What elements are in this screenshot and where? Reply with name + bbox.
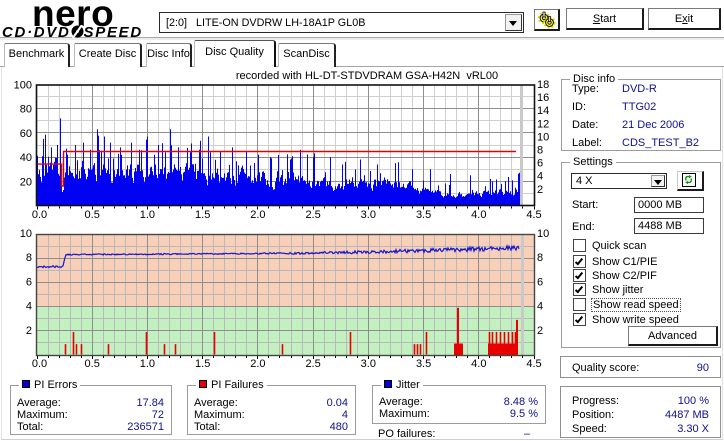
svg-text:4: 4 <box>537 301 543 313</box>
svg-text:3.0: 3.0 <box>361 358 376 370</box>
svg-text:8: 8 <box>537 145 543 157</box>
svg-text:6: 6 <box>537 276 543 288</box>
svg-text:4.0: 4.0 <box>471 209 486 221</box>
svg-text:16: 16 <box>537 92 549 104</box>
svg-text:8: 8 <box>26 252 32 264</box>
svg-text:10: 10 <box>20 228 32 240</box>
svg-text:2: 2 <box>537 184 543 196</box>
svg-text:0.0: 0.0 <box>32 209 47 221</box>
svg-text:0.0: 0.0 <box>32 358 47 370</box>
svg-text:1.0: 1.0 <box>140 358 155 370</box>
svg-text:0.5: 0.5 <box>85 209 100 221</box>
svg-text:2.5: 2.5 <box>305 358 320 370</box>
svg-text:4.5: 4.5 <box>526 358 541 370</box>
svg-text:2.0: 2.0 <box>250 358 265 370</box>
svg-text:20: 20 <box>20 176 32 188</box>
svg-text:60: 60 <box>20 128 32 140</box>
svg-text:6: 6 <box>26 276 32 288</box>
svg-text:2: 2 <box>26 325 32 337</box>
svg-text:1.5: 1.5 <box>195 209 210 221</box>
svg-text:1.0: 1.0 <box>140 209 155 221</box>
svg-text:4: 4 <box>537 171 543 183</box>
svg-text:2: 2 <box>537 325 543 337</box>
svg-text:80: 80 <box>20 104 32 116</box>
svg-text:3.0: 3.0 <box>361 209 376 221</box>
svg-text:18: 18 <box>537 79 549 91</box>
svg-text:1.5: 1.5 <box>195 358 210 370</box>
svg-text:40: 40 <box>20 152 32 164</box>
svg-text:10: 10 <box>537 228 549 240</box>
svg-text:0.5: 0.5 <box>85 358 100 370</box>
svg-text:100: 100 <box>14 80 32 92</box>
svg-text:3.5: 3.5 <box>416 358 431 370</box>
svg-text:3.5: 3.5 <box>416 209 431 221</box>
svg-text:12: 12 <box>537 118 549 130</box>
svg-text:8: 8 <box>537 252 543 264</box>
svg-text:4.0: 4.0 <box>471 358 486 370</box>
svg-text:2.0: 2.0 <box>250 209 265 221</box>
svg-text:4.5: 4.5 <box>526 209 541 221</box>
svg-text:14: 14 <box>537 105 549 117</box>
svg-text:4: 4 <box>26 301 32 313</box>
svg-text:2.5: 2.5 <box>305 209 320 221</box>
svg-text:recorded with HL-DT-STDVDRAM G: recorded with HL-DT-STDVDRAM GSA-H42N vR… <box>236 70 498 82</box>
svg-text:6: 6 <box>537 158 543 170</box>
svg-text:10: 10 <box>537 131 549 143</box>
